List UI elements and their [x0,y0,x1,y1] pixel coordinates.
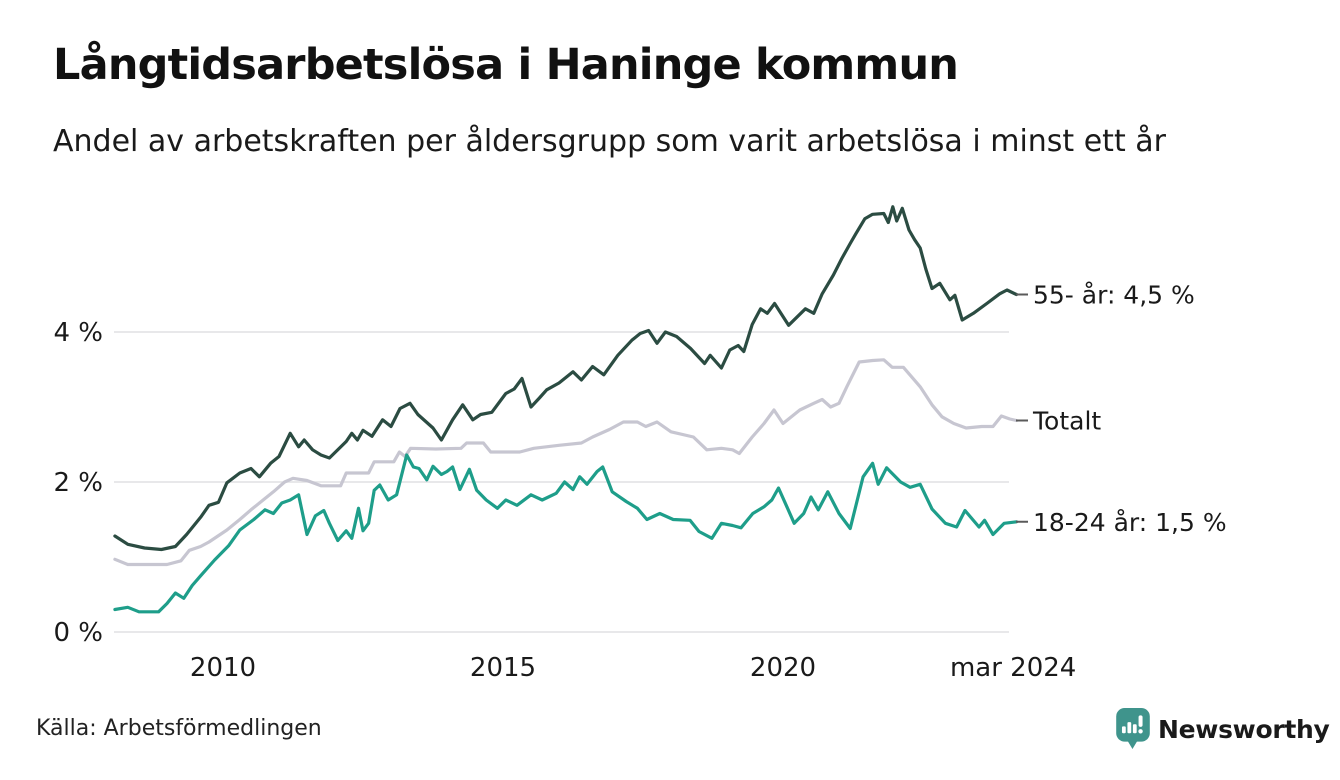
x-axis-tick-label: mar 2024 [950,653,1076,683]
source-note: Källa: Arbetsförmedlingen [36,716,322,741]
y-axis-tick-label: 2 % [53,468,103,498]
newsworthy-logo: Newsworthy [1116,706,1330,752]
x-axis-tick-label: 2010 [190,653,256,683]
bar-mid [1127,722,1132,734]
x-axis-tick-label: 2020 [750,653,816,683]
y-axis-tick-label: 4 % [53,318,103,348]
series-line-55-ar [113,205,1019,552]
series-end-label-18-24-ar: 18-24 år: 1,5 % [1033,508,1227,537]
exclamation-bar [1138,715,1143,727]
brand-wordmark: Newsworthy [1158,714,1330,744]
series-line-18-24-ar [113,453,1019,614]
series-end-label-55-ar: 55- år: 4,5 % [1033,281,1195,310]
x-axis-tick-label: 2015 [470,653,536,683]
bar-short [1121,726,1126,734]
newsworthy-bubble-icon [1116,708,1150,749]
chart-subtitle: Andel av arbetskraften per åldersgrupp s… [53,124,1166,159]
page-title: Långtidsarbetslösa i Haninge kommun [53,40,959,90]
bar-tall [1132,724,1137,734]
series-line-totalt [113,358,1019,567]
series-end-label-totalt: Totalt [1032,407,1101,436]
exclamation-dot [1138,729,1143,734]
y-axis-tick-label: 0 % [53,618,103,648]
